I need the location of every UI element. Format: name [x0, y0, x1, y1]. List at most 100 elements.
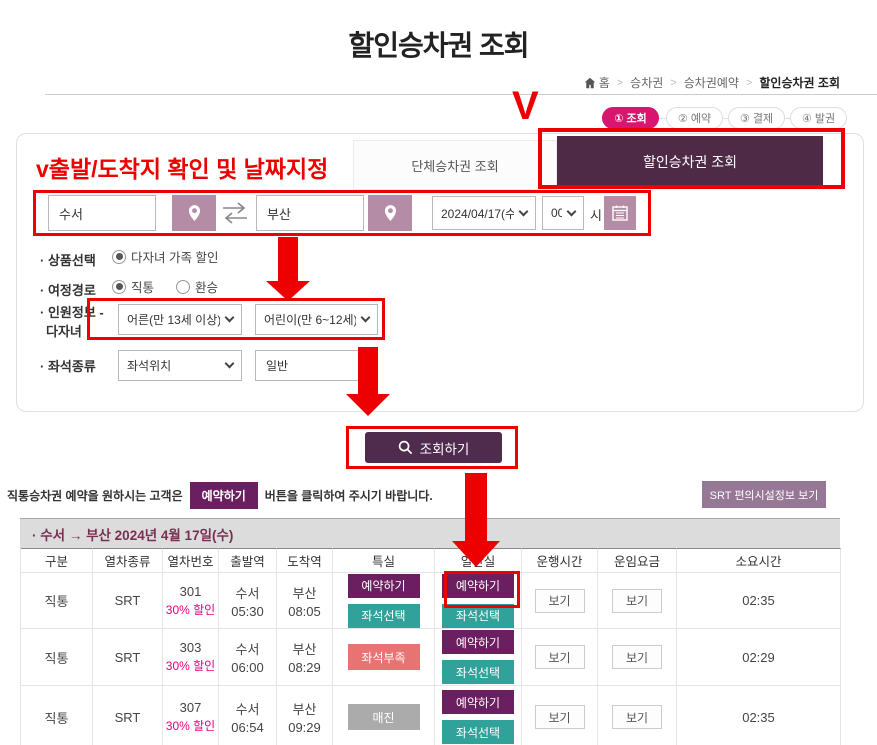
row-arr-station: 부산	[292, 642, 317, 657]
col-header-type: 구분	[21, 548, 93, 573]
cell-arrival: 부산 08:29	[277, 629, 333, 686]
steps-connector	[625, 118, 825, 119]
route-label: · 여정경로	[40, 283, 96, 298]
adult-count-select[interactable]: 어른(만 13세 이상) 2명	[118, 304, 242, 335]
cell-train-no: 303 30% 할인	[163, 629, 219, 686]
row-discount: 30% 할인	[165, 719, 216, 733]
cell-departure: 수서 06:00	[219, 629, 277, 686]
cell-fare: 보기	[598, 629, 677, 686]
product-option-multichild: 다자녀 가족 할인	[112, 247, 218, 266]
swap-stations-icon[interactable]	[220, 200, 250, 226]
sold-out-badge: 매진	[347, 704, 420, 730]
step-search: ① 조회	[602, 107, 659, 129]
row-arr-station: 부산	[292, 702, 317, 717]
col-header-schedule: 운행시간	[522, 548, 598, 573]
cell-train: SRT	[93, 573, 163, 629]
schedule-view-button[interactable]: 보기	[534, 705, 585, 729]
cell-train-no: 301 30% 할인	[163, 573, 219, 629]
row-arr-time: 09:29	[288, 720, 321, 735]
hour-select-value: 00	[551, 206, 562, 220]
first-class-reserve-button[interactable]: 예약하기	[347, 573, 420, 598]
first-class-seat-select-button[interactable]: 좌석선택	[347, 603, 420, 628]
standard-class-reserve-button[interactable]: 예약하기	[442, 690, 514, 714]
cell-schedule: 보기	[522, 686, 598, 745]
col-header-train-kind: 열차종류	[93, 548, 163, 573]
row-dep-time: 06:54	[231, 720, 264, 735]
route-direct-label: 직통	[131, 281, 155, 295]
search-button[interactable]: 조회하기	[365, 432, 502, 463]
breadcrumb-item-reservation[interactable]: 승차권예약	[683, 76, 739, 90]
notice-line: 직통승차권 예약을 원하시는 고객은 예약하기 버튼을 클릭하여 주시기 바랍니…	[7, 481, 433, 509]
row-dep-station: 수서	[235, 642, 260, 657]
departure-station-input[interactable]	[48, 195, 156, 231]
col-header-first-class: 특실	[333, 548, 435, 573]
radio-direct[interactable]	[112, 279, 126, 294]
radio-transfer[interactable]	[176, 279, 190, 294]
standard-class-reserve-button[interactable]: 예약하기	[442, 573, 514, 598]
hour-select[interactable]: 00	[542, 196, 584, 230]
radio-multichild-discount[interactable]	[112, 249, 126, 264]
col-header-train-no: 열차번호	[163, 548, 219, 573]
breadcrumb-item-ticket[interactable]: 승차권	[630, 76, 664, 90]
header-divider	[45, 94, 877, 95]
cell-fare: 보기	[598, 686, 677, 745]
route-option-direct: 직통	[112, 277, 154, 296]
cell-train: SRT	[93, 686, 163, 745]
schedule-view-button[interactable]: 보기	[534, 645, 585, 669]
tab-discount-ticket[interactable]: 할인승차권 조회	[557, 136, 823, 187]
row-duration: 02:35	[742, 593, 775, 608]
date-select[interactable]: 2024/04/17(수)	[432, 196, 536, 230]
cell-duration: 02:35	[677, 686, 841, 745]
cell-type: 직통	[21, 686, 93, 745]
arrival-station-pick-button[interactable]	[368, 195, 412, 231]
route-transfer-label: 환승	[195, 281, 219, 295]
hour-unit-label: 시	[590, 208, 602, 223]
chevron-down-icon	[224, 358, 235, 369]
cell-schedule: 보기	[522, 573, 598, 629]
product-option-label: 다자녀 가족 할인	[131, 251, 219, 265]
notice-text-post: 버튼을 클릭하여 주시기 바랍니다.	[264, 488, 433, 503]
fare-view-button[interactable]: 보기	[612, 645, 662, 669]
col-header-standard-class: 일반실	[435, 548, 522, 573]
tab-group-ticket[interactable]: 단체승차권 조회	[353, 140, 557, 190]
standard-class-seat-select-button[interactable]: 좌석선택	[442, 660, 514, 684]
product-select-label: · 상품선택	[40, 253, 96, 268]
row-type: 직통	[44, 650, 69, 666]
home-icon	[584, 77, 595, 88]
srt-facility-info-button[interactable]: SRT 편의시설정보 보기	[702, 481, 826, 508]
seat-class-input[interactable]	[255, 350, 378, 381]
chevron-down-icon	[224, 312, 235, 323]
cell-first-class: 매진	[333, 686, 435, 745]
row-dep-time: 06:00	[231, 660, 264, 675]
standard-class-seat-select-button[interactable]: 좌석선택	[442, 720, 514, 744]
step-reserve: ② 예약	[666, 107, 723, 129]
step-issue: ④ 발권	[790, 107, 847, 129]
col-header-fare: 운임요금	[598, 548, 677, 573]
row-train: SRT	[114, 649, 141, 665]
row-discount: 30% 할인	[165, 659, 216, 673]
fare-view-button[interactable]: 보기	[612, 705, 662, 729]
breadcrumb-separator: >	[745, 76, 753, 89]
breadcrumb-home[interactable]: 홈	[584, 74, 610, 91]
cell-departure: 수서 05:30	[219, 573, 277, 629]
standard-class-reserve-button[interactable]: 예약하기	[442, 630, 514, 654]
row-train-no: 301	[179, 583, 202, 599]
results-table: 구분 열차종류 열차번호 출발역 도착역 특실 일반실 운행시간 운임요금 소요…	[20, 548, 841, 745]
standard-class-seat-select-button[interactable]: 좌석선택	[442, 603, 514, 628]
calendar-button[interactable]	[604, 196, 636, 230]
child-count-select[interactable]: 어린이(만 6~12세) 2명	[255, 304, 378, 335]
step-payment: ③ 결제	[728, 107, 785, 129]
row-duration: 02:35	[742, 709, 775, 725]
seat-position-select[interactable]: 좌석위치	[118, 350, 242, 381]
arrival-station-input[interactable]	[256, 195, 364, 231]
col-header-arrival: 도착역	[277, 548, 333, 573]
cell-fare: 보기	[598, 573, 677, 629]
cell-first-class: 예약하기 좌석선택	[333, 573, 435, 629]
schedule-view-button[interactable]: 보기	[534, 588, 585, 613]
fare-view-button[interactable]: 보기	[612, 588, 662, 613]
notice-text-pre: 직통승차권 예약을 원하시는 고객은	[7, 488, 183, 503]
cell-duration: 02:35	[677, 573, 841, 629]
departure-station-pick-button[interactable]	[172, 195, 216, 231]
search-button-label: 조회하기	[419, 441, 470, 457]
